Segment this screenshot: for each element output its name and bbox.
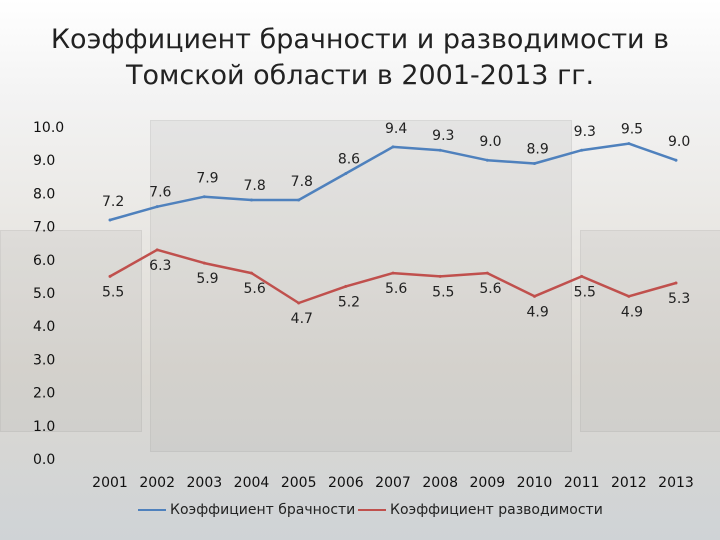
data-label: 5.6 (385, 281, 407, 297)
data-label: 7.6 (149, 185, 171, 201)
x-tick-label: 2010 (517, 475, 553, 491)
data-label: 9.0 (668, 134, 690, 150)
legend-swatch (358, 509, 386, 511)
y-tick-label: 8.0 (33, 186, 55, 202)
data-label: 5.5 (102, 284, 124, 300)
data-label: 5.5 (574, 284, 596, 300)
data-point (155, 248, 159, 252)
y-tick-label: 4.0 (33, 319, 55, 335)
y-tick-label: 10.0 (33, 120, 64, 136)
x-tick-label: 2005 (281, 475, 317, 491)
x-tick-label: 2001 (92, 475, 128, 491)
data-point (344, 171, 348, 175)
series-line-0 (109, 142, 677, 222)
x-tick-label: 2012 (611, 475, 647, 491)
data-point (391, 145, 395, 149)
data-point (627, 294, 631, 298)
data-label: 7.8 (244, 178, 266, 194)
data-point (580, 274, 584, 278)
legend-label: Коэффициент брачности (170, 502, 356, 518)
data-label: 5.2 (338, 294, 360, 310)
data-point (391, 271, 395, 275)
data-point (438, 274, 442, 278)
data-point (297, 198, 301, 202)
y-tick-label: 1.0 (33, 419, 55, 435)
data-point (533, 294, 536, 298)
x-tick-label: 2003 (187, 475, 223, 491)
data-label: 7.2 (102, 194, 124, 210)
legend-item-divorce: Коэффициент разводимости (358, 502, 603, 518)
data-point (108, 218, 112, 222)
data-label: 9.3 (432, 128, 454, 144)
data-point (155, 205, 159, 209)
data-point (485, 158, 489, 162)
data-point (202, 195, 206, 199)
legend-label: Коэффициент разводимости (390, 502, 603, 518)
y-tick-label: 9.0 (33, 153, 55, 169)
data-point (202, 261, 206, 265)
data-label: 7.8 (291, 174, 313, 190)
data-label: 8.6 (338, 151, 360, 167)
building-silhouette (150, 120, 572, 452)
data-point (533, 162, 536, 166)
data-label: 5.3 (668, 291, 690, 307)
chart-title: Коэффициент брачности и разводимости в Т… (50, 24, 670, 91)
data-label: 5.5 (432, 284, 454, 300)
data-point (674, 158, 678, 162)
data-point (297, 301, 301, 305)
building-silhouette (580, 230, 720, 432)
data-label: 4.7 (291, 311, 313, 327)
data-label: 5.6 (244, 281, 266, 297)
data-label: 9.0 (479, 134, 501, 150)
data-point (627, 142, 631, 146)
data-label: 9.5 (621, 122, 643, 138)
x-tick-label: 2008 (422, 475, 458, 491)
data-point (438, 148, 442, 152)
data-point (485, 271, 489, 275)
x-tick-label: 2009 (470, 475, 506, 491)
data-point (250, 198, 253, 202)
x-tick-label: 2013 (658, 475, 694, 491)
x-tick-label: 2011 (564, 475, 600, 491)
data-label: 5.6 (479, 281, 501, 297)
x-tick-label: 2007 (375, 475, 411, 491)
x-tick-label: 2004 (234, 475, 270, 491)
y-tick-label: 7.0 (33, 220, 55, 236)
data-label: 9.3 (574, 124, 596, 140)
building-silhouette (0, 230, 142, 432)
legend-swatch (138, 509, 166, 511)
chart-legend: Коэффициент брачности Коэффициент развод… (130, 502, 650, 522)
y-tick-label: 6.0 (33, 253, 55, 269)
y-tick-label: 2.0 (33, 386, 55, 402)
x-tick-label: 2002 (139, 475, 175, 491)
data-label: 5.9 (196, 271, 218, 287)
data-point (108, 274, 112, 278)
data-point (674, 281, 678, 285)
y-tick-label: 0.0 (33, 452, 55, 468)
data-label: 7.9 (196, 171, 218, 187)
data-label: 4.9 (527, 304, 549, 320)
data-label: 8.9 (527, 142, 549, 158)
data-point (344, 284, 348, 288)
y-tick-label: 3.0 (33, 352, 55, 368)
data-point (580, 148, 584, 152)
data-label: 9.4 (385, 121, 407, 137)
x-tick-label: 2006 (328, 475, 364, 491)
y-tick-label: 5.0 (33, 286, 55, 302)
legend-item-marriage: Коэффициент брачности (138, 502, 355, 518)
data-point (250, 271, 253, 275)
data-label: 6.3 (149, 258, 171, 274)
data-label: 4.9 (621, 304, 643, 320)
